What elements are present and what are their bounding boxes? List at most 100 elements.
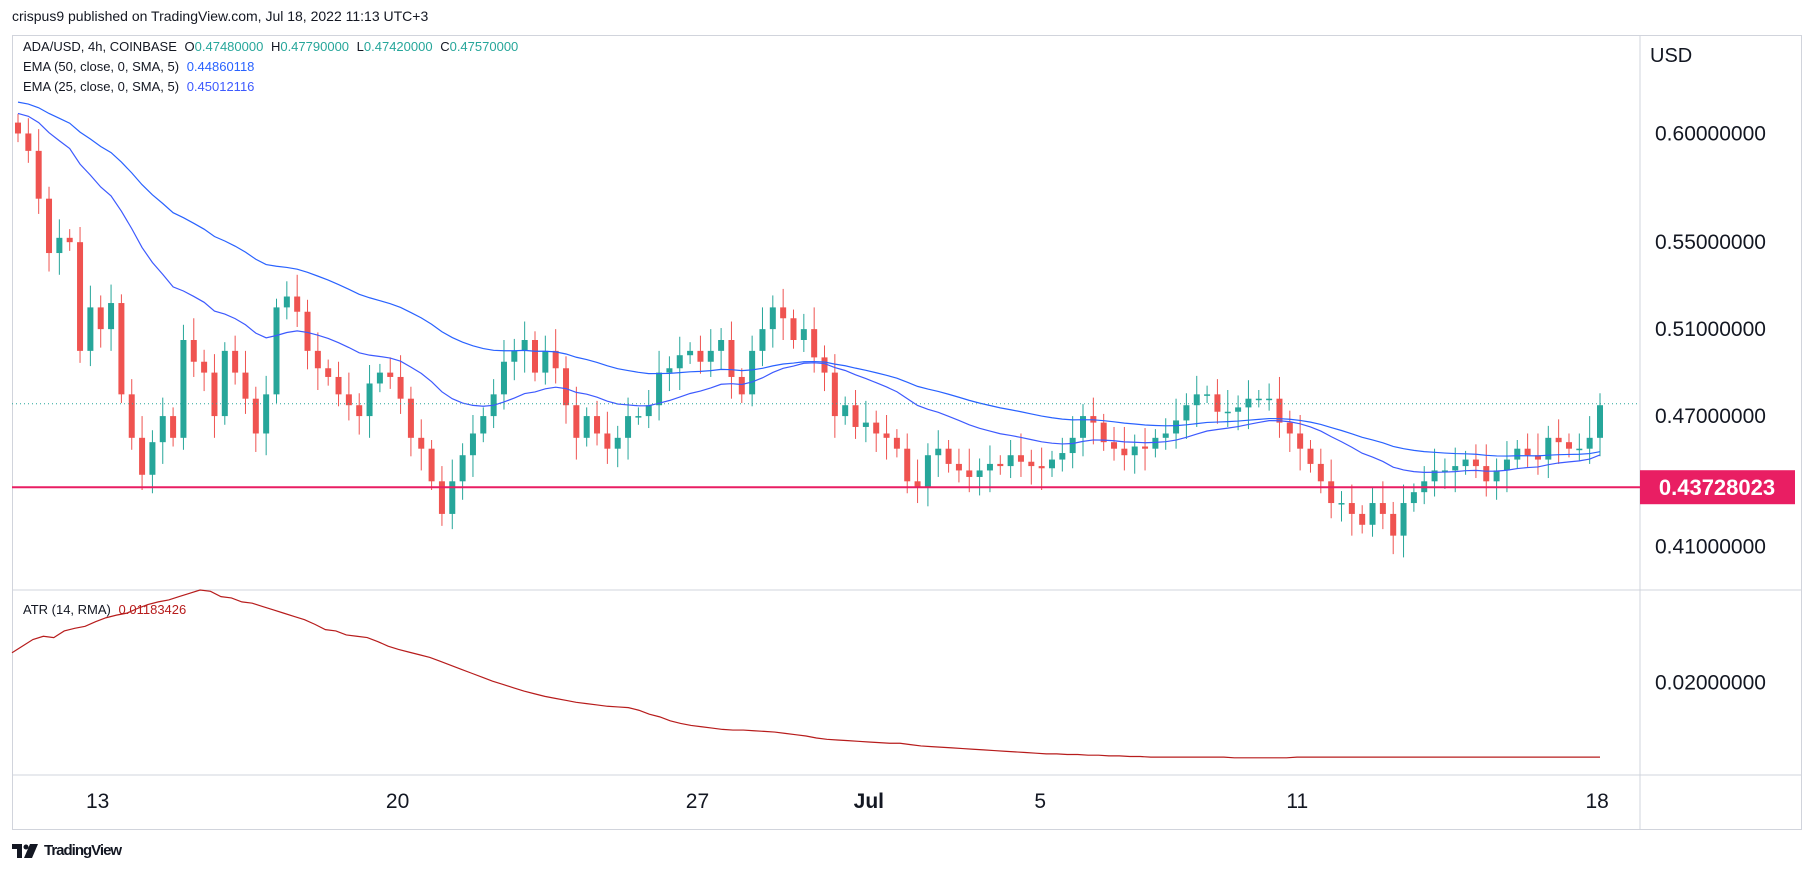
candle-body bbox=[1524, 448, 1531, 456]
candle-body bbox=[986, 463, 993, 471]
candle-body bbox=[500, 361, 507, 395]
y-tick-label: 0.41000000 bbox=[1655, 536, 1766, 559]
candle-body bbox=[862, 422, 869, 427]
candle-body bbox=[1400, 503, 1407, 536]
candle-body bbox=[15, 122, 21, 134]
candle-body bbox=[914, 481, 921, 488]
candle-body bbox=[521, 340, 528, 351]
candle-body bbox=[1297, 433, 1304, 449]
publisher-header: crispus9 published on TradingView.com, J… bbox=[12, 8, 429, 24]
candle-body bbox=[1255, 398, 1262, 401]
candle-body bbox=[149, 442, 156, 475]
candle-body bbox=[614, 437, 621, 449]
candle-body bbox=[811, 329, 818, 358]
y-tick-label: 0.60000000 bbox=[1655, 122, 1766, 145]
candle-body bbox=[1059, 453, 1066, 460]
x-tick-label: 20 bbox=[386, 790, 409, 813]
candle-body bbox=[666, 368, 673, 373]
candle-body bbox=[728, 340, 735, 377]
chart-frame bbox=[12, 35, 1802, 830]
candle-body bbox=[707, 350, 714, 362]
candle-body bbox=[1162, 433, 1169, 438]
candle-body bbox=[273, 307, 280, 395]
candle-body bbox=[511, 350, 518, 362]
low-label: L bbox=[356, 39, 364, 54]
atr-y-tick-label: 0.02000000 bbox=[1655, 672, 1766, 695]
candle-body bbox=[66, 237, 73, 243]
candle-body bbox=[118, 303, 125, 395]
candle-body bbox=[1038, 466, 1045, 469]
candle-body bbox=[232, 350, 239, 373]
support-price-label: 0.43728023 bbox=[1659, 475, 1775, 500]
x-tick-label: Jul bbox=[854, 790, 884, 813]
candle-body bbox=[821, 357, 828, 373]
candle-body bbox=[1276, 398, 1283, 423]
candle-body bbox=[1111, 442, 1118, 449]
currency-label: USD bbox=[1650, 45, 1692, 67]
candle-body bbox=[252, 398, 259, 434]
ema50-legend: EMA (50, close, 0, SMA, 5) 0.44860118 bbox=[23, 57, 254, 77]
candle-body bbox=[335, 376, 342, 395]
candle-body bbox=[604, 433, 611, 449]
candle-body bbox=[211, 372, 218, 417]
candle-body bbox=[397, 376, 404, 399]
candle-body bbox=[1597, 405, 1603, 438]
ema25-label: EMA (25, close, 0, SMA, 5) bbox=[23, 79, 180, 94]
candle-body bbox=[697, 350, 704, 362]
candle-body bbox=[428, 448, 435, 482]
candle-body bbox=[1007, 455, 1014, 467]
candle-body bbox=[469, 433, 476, 456]
candle-body bbox=[459, 455, 466, 482]
close-label: C bbox=[440, 39, 450, 54]
candle-body bbox=[563, 368, 570, 406]
y-tick-label: 0.51000000 bbox=[1655, 318, 1766, 341]
candle-body bbox=[718, 340, 725, 351]
candle-body bbox=[594, 416, 601, 434]
candle-body bbox=[480, 416, 487, 434]
candle-body bbox=[263, 394, 270, 434]
candle-body bbox=[1017, 455, 1024, 462]
tradingview-logo-text[interactable]: TradingView bbox=[44, 842, 122, 859]
candle-body bbox=[769, 307, 776, 330]
candle-body bbox=[294, 296, 301, 312]
ema50-label: EMA (50, close, 0, SMA, 5) bbox=[23, 59, 180, 74]
candle-body bbox=[1483, 466, 1490, 482]
candle-body bbox=[407, 398, 414, 438]
candle-body bbox=[1472, 459, 1479, 467]
atr-line bbox=[11, 589, 1600, 759]
candle-body bbox=[583, 416, 590, 438]
x-tick-label: 11 bbox=[1286, 790, 1308, 813]
candle-body bbox=[542, 350, 549, 373]
high-label: H bbox=[270, 39, 281, 54]
candle-body bbox=[345, 394, 352, 406]
candle-body bbox=[790, 318, 797, 340]
candle-body bbox=[128, 394, 135, 438]
candle-body bbox=[449, 481, 456, 514]
candle-body bbox=[1534, 455, 1541, 460]
candle-body bbox=[656, 372, 663, 406]
candle-body bbox=[242, 372, 249, 399]
candle-body bbox=[1390, 513, 1397, 536]
candle-body bbox=[1576, 448, 1583, 451]
open-label: O bbox=[184, 39, 195, 54]
candle-body bbox=[1193, 394, 1200, 406]
close-value: 0.47570000 bbox=[449, 39, 519, 54]
candle-body bbox=[1152, 437, 1159, 449]
candle-body bbox=[1338, 503, 1345, 505]
candle-body bbox=[1348, 503, 1355, 514]
x-tick-label: 13 bbox=[86, 790, 109, 813]
candle-body bbox=[573, 405, 580, 438]
candle-body bbox=[966, 470, 973, 477]
candle-body bbox=[883, 433, 890, 438]
candle-body bbox=[552, 350, 559, 369]
ema25-value: 0.45012116 bbox=[186, 79, 255, 94]
candle-body bbox=[687, 350, 694, 356]
candle-body bbox=[976, 470, 983, 477]
candle-body bbox=[46, 198, 53, 254]
x-tick-label: 27 bbox=[686, 790, 709, 813]
candle-body bbox=[56, 237, 63, 254]
candle-body bbox=[221, 350, 228, 417]
candle-body bbox=[1286, 422, 1293, 434]
candle-body bbox=[904, 448, 911, 482]
